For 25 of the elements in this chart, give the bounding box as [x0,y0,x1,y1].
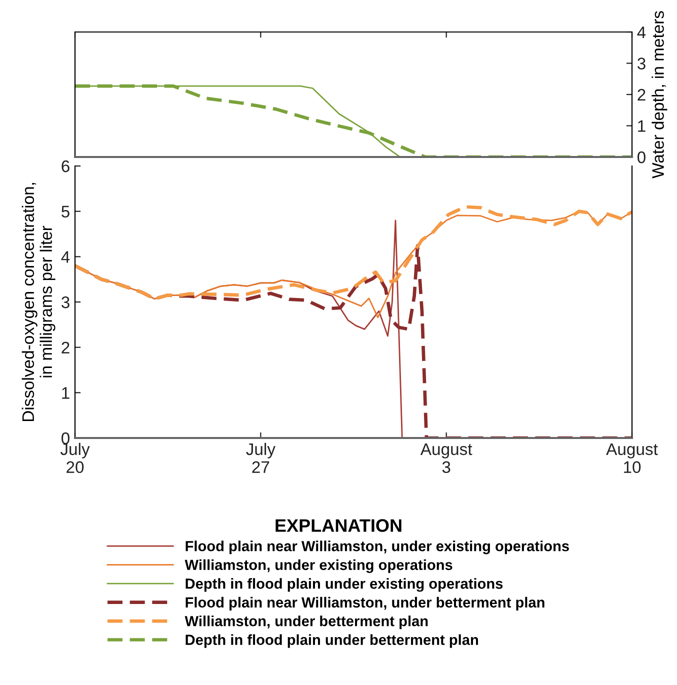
y-axis-title: Water depth, in meters [652,11,668,178]
legend-label: Depth in flood plain under betterment plan [186,634,478,648]
y-tick-label: 6 [62,160,70,172]
y-tick-label: 0 [62,432,70,444]
x-tick-label: August 3 [420,443,472,474]
x-tick-label: July 27 [246,442,276,473]
legend-label: Depth in flood plain under existing operations [186,578,503,592]
y-tick-label: 4 [637,26,646,38]
y-tick-label: 3 [637,58,646,70]
y-tick-label: 1 [638,120,646,132]
y-tick-label: 5 [62,206,70,218]
x-tick-label: August 10 [606,443,658,474]
y-tick-label: 3 [62,296,70,308]
y-tick-label: 1 [62,387,70,399]
y-tick-label: 2 [638,88,646,101]
legend-label: Flood plain near Williamston, under existing operations [186,540,569,554]
legend-label: Williamston, under existing operations [184,559,452,574]
y-tick-label: 0 [638,151,646,164]
legend-label: Flood plain near Williamston, under betterment plan [186,596,544,610]
legend-label: Williamston, under betterment plan [184,616,428,630]
x-tick-label: July 20 [60,442,90,474]
legend-title: EXPLANATION [276,519,402,532]
y-tick-label: 4 [61,251,70,263]
y-axis-title: Dissolved-oxygen concentration, in milligrams per liter [22,183,56,422]
y-tick-label: 2 [62,342,70,354]
